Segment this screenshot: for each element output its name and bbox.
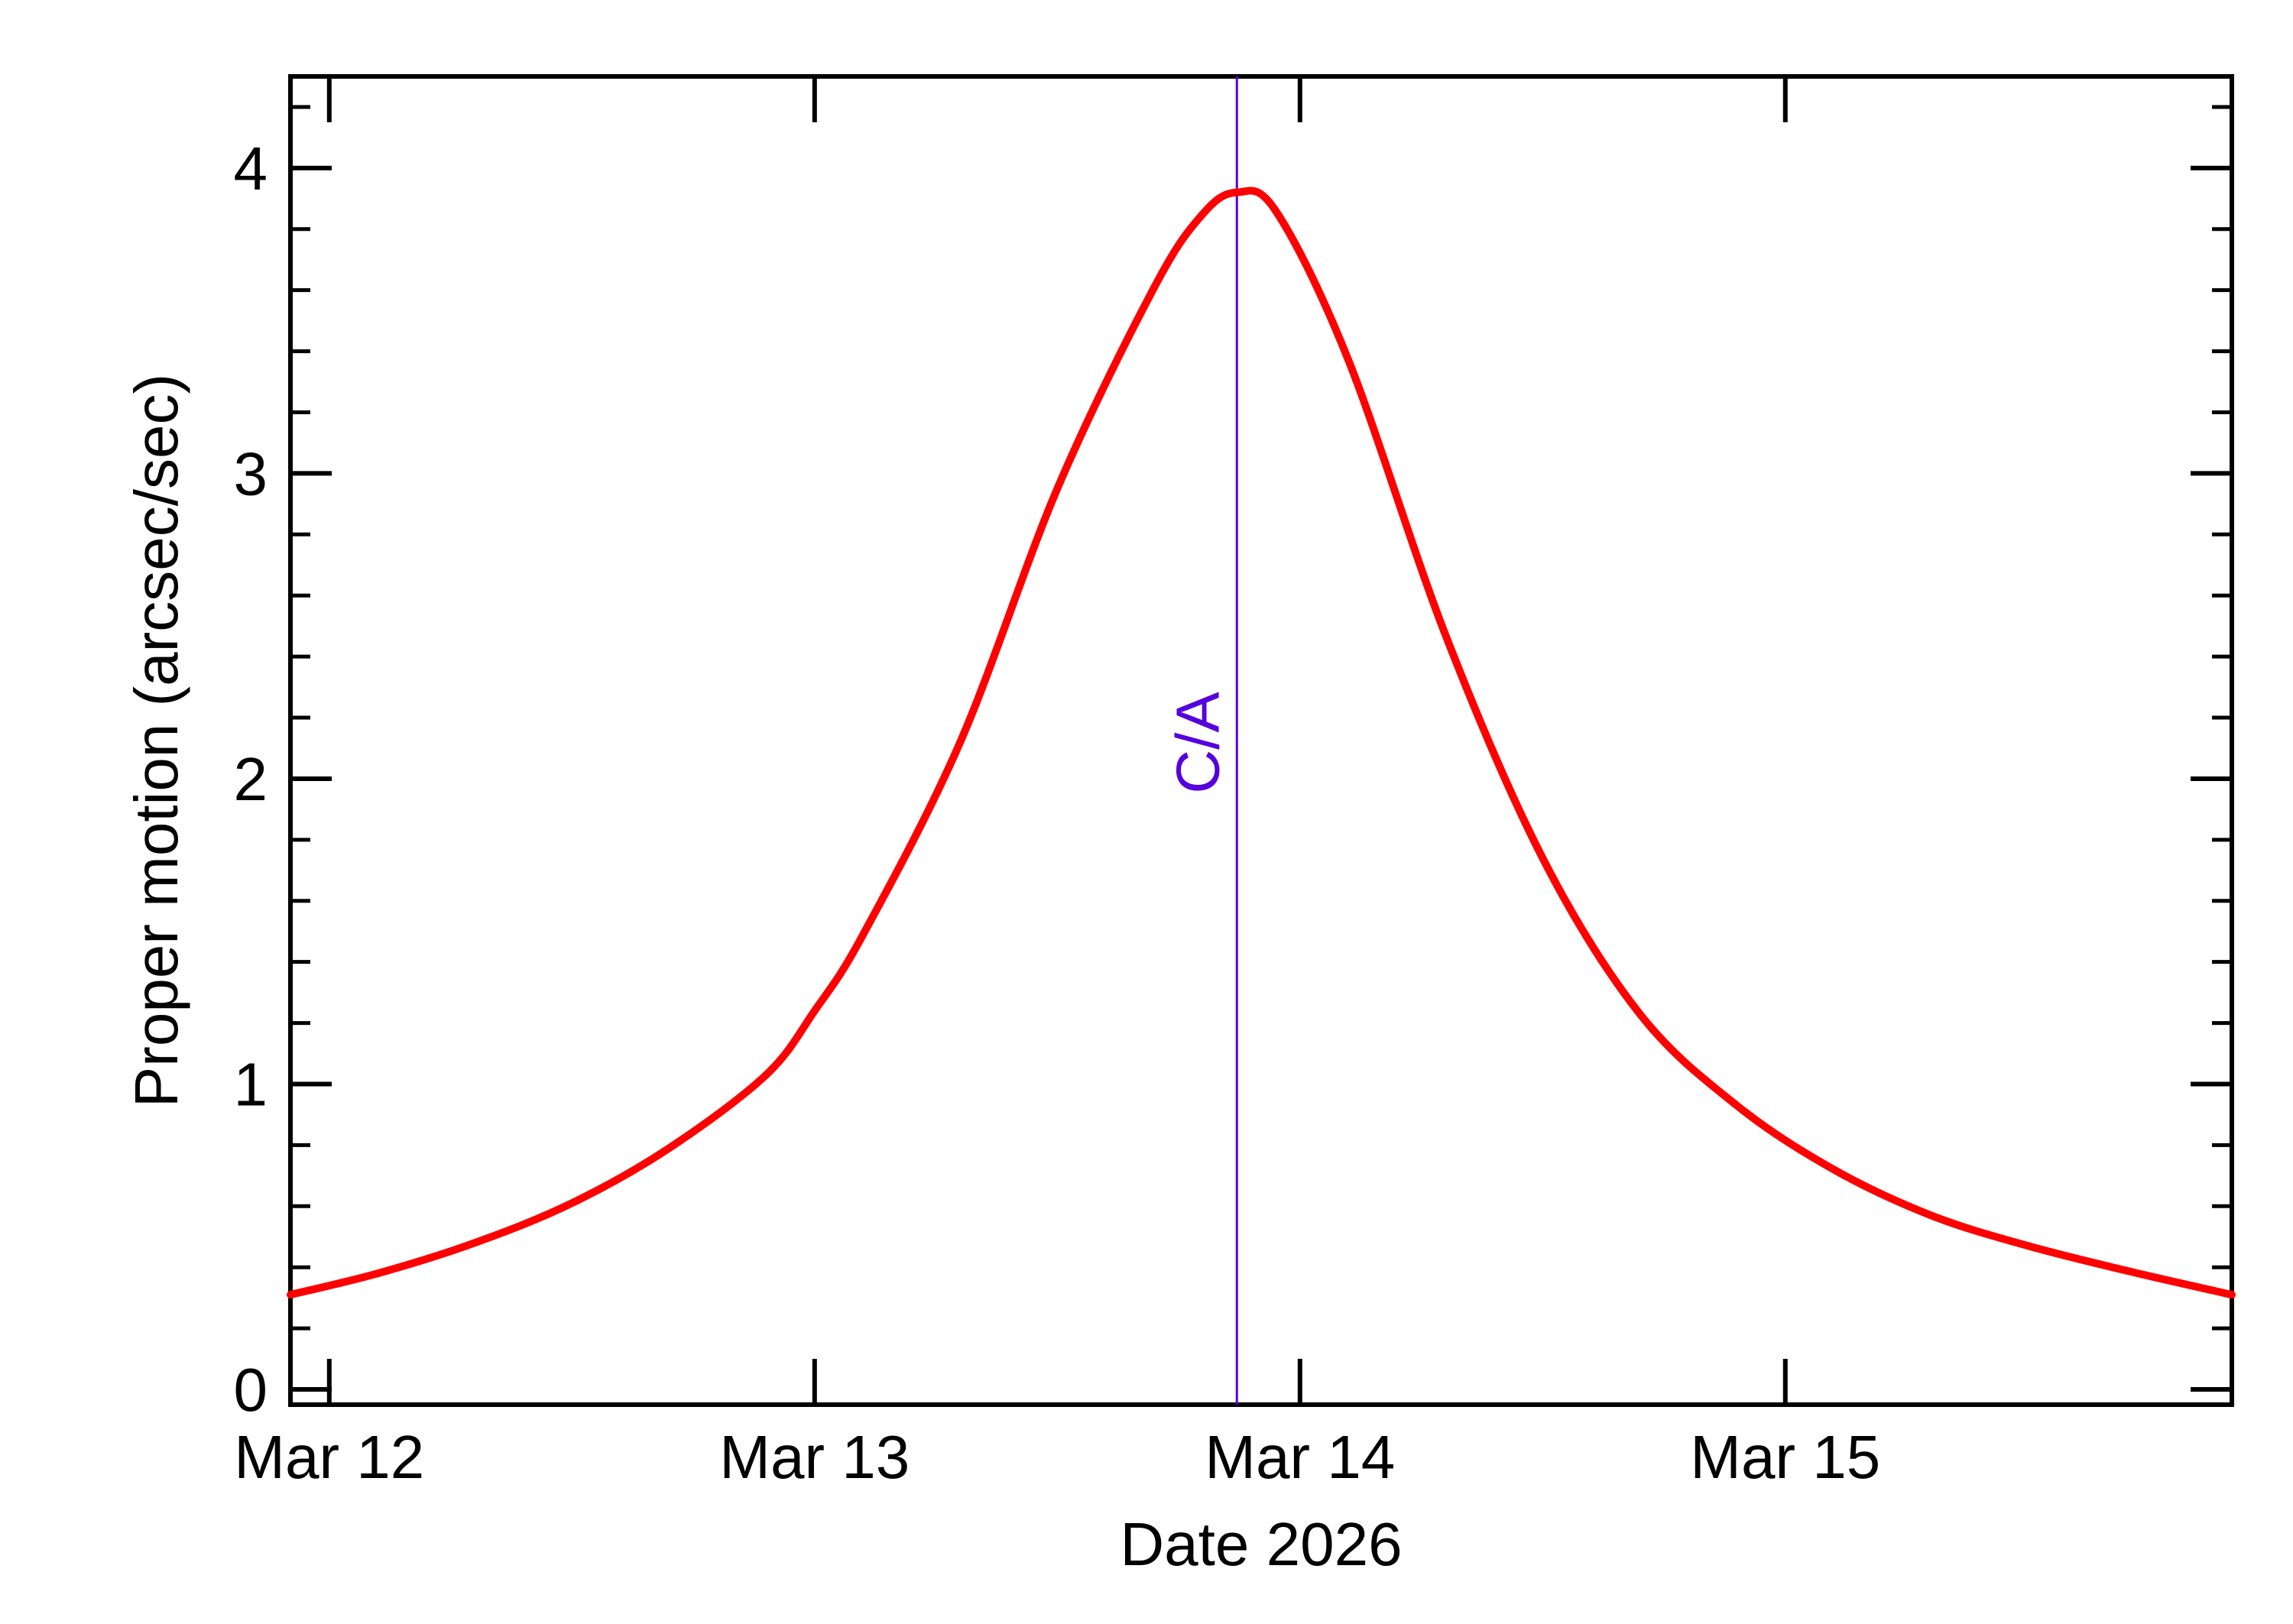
x-tick-label: Mar 15 bbox=[1690, 1423, 1880, 1491]
closest-approach-marker: C/A bbox=[1163, 76, 1238, 1405]
y-tick-label: 1 bbox=[234, 1050, 268, 1118]
y-tick-label: 3 bbox=[234, 439, 268, 507]
x-tick-labels: Mar 12 Mar 13 Mar 14 Mar 15 bbox=[234, 1423, 1880, 1491]
axis-ticks bbox=[290, 76, 2232, 1405]
y-tick-label: 2 bbox=[234, 745, 268, 813]
x-axis-label: Date 2026 bbox=[1120, 1510, 1402, 1578]
ca-label: C/A bbox=[1163, 692, 1231, 794]
x-tick-label: Mar 14 bbox=[1205, 1423, 1395, 1491]
y-tick-label: 0 bbox=[234, 1356, 268, 1424]
plot-frame bbox=[288, 74, 2234, 1407]
x-tick-label: Mar 12 bbox=[234, 1423, 424, 1491]
x-tick-label: Mar 13 bbox=[719, 1423, 910, 1491]
y-tick-label: 4 bbox=[234, 135, 268, 203]
y-tick-labels: 0 1 2 3 4 bbox=[234, 135, 268, 1424]
y-axis-label: Proper motion (arcsec/sec) bbox=[122, 374, 190, 1107]
series-line bbox=[287, 186, 2236, 1299]
